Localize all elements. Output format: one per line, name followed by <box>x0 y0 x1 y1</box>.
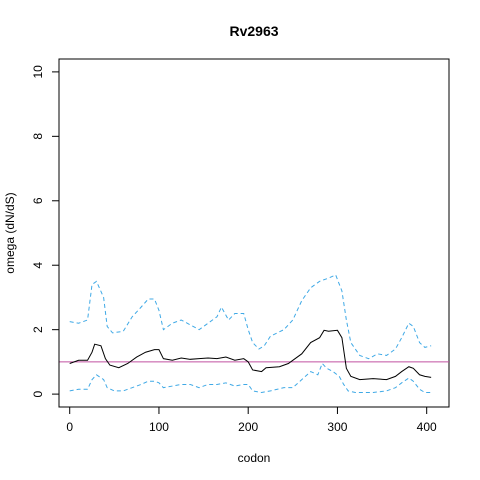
y-tick-label: 6 <box>31 197 45 204</box>
y-tick-label: 0 <box>31 390 45 397</box>
y-tick-label: 10 <box>31 65 45 79</box>
x-axis: 0 100 200 300 400 <box>66 406 437 434</box>
plot-frame <box>58 58 450 408</box>
y-tick-label: 4 <box>31 262 45 269</box>
omega-line <box>69 329 432 381</box>
series-group <box>69 274 432 394</box>
x-tick-label: 300 <box>327 420 347 434</box>
x-axis-label: codon <box>238 451 271 465</box>
lower-bound-line <box>69 362 432 394</box>
y-tick-label: 8 <box>31 133 45 140</box>
chart-title: Rv2963 <box>229 23 278 39</box>
y-axis-label: omega (dN/dS) <box>3 192 17 273</box>
x-tick-label: 200 <box>238 420 258 434</box>
x-tick-label: 100 <box>149 420 169 434</box>
x-tick-label: 0 <box>66 420 73 434</box>
upper-bound-line <box>69 274 432 360</box>
y-tick-label: 2 <box>31 326 45 333</box>
y-axis: 0 2 4 6 8 10 <box>31 65 60 397</box>
x-tick-label: 400 <box>417 420 437 434</box>
